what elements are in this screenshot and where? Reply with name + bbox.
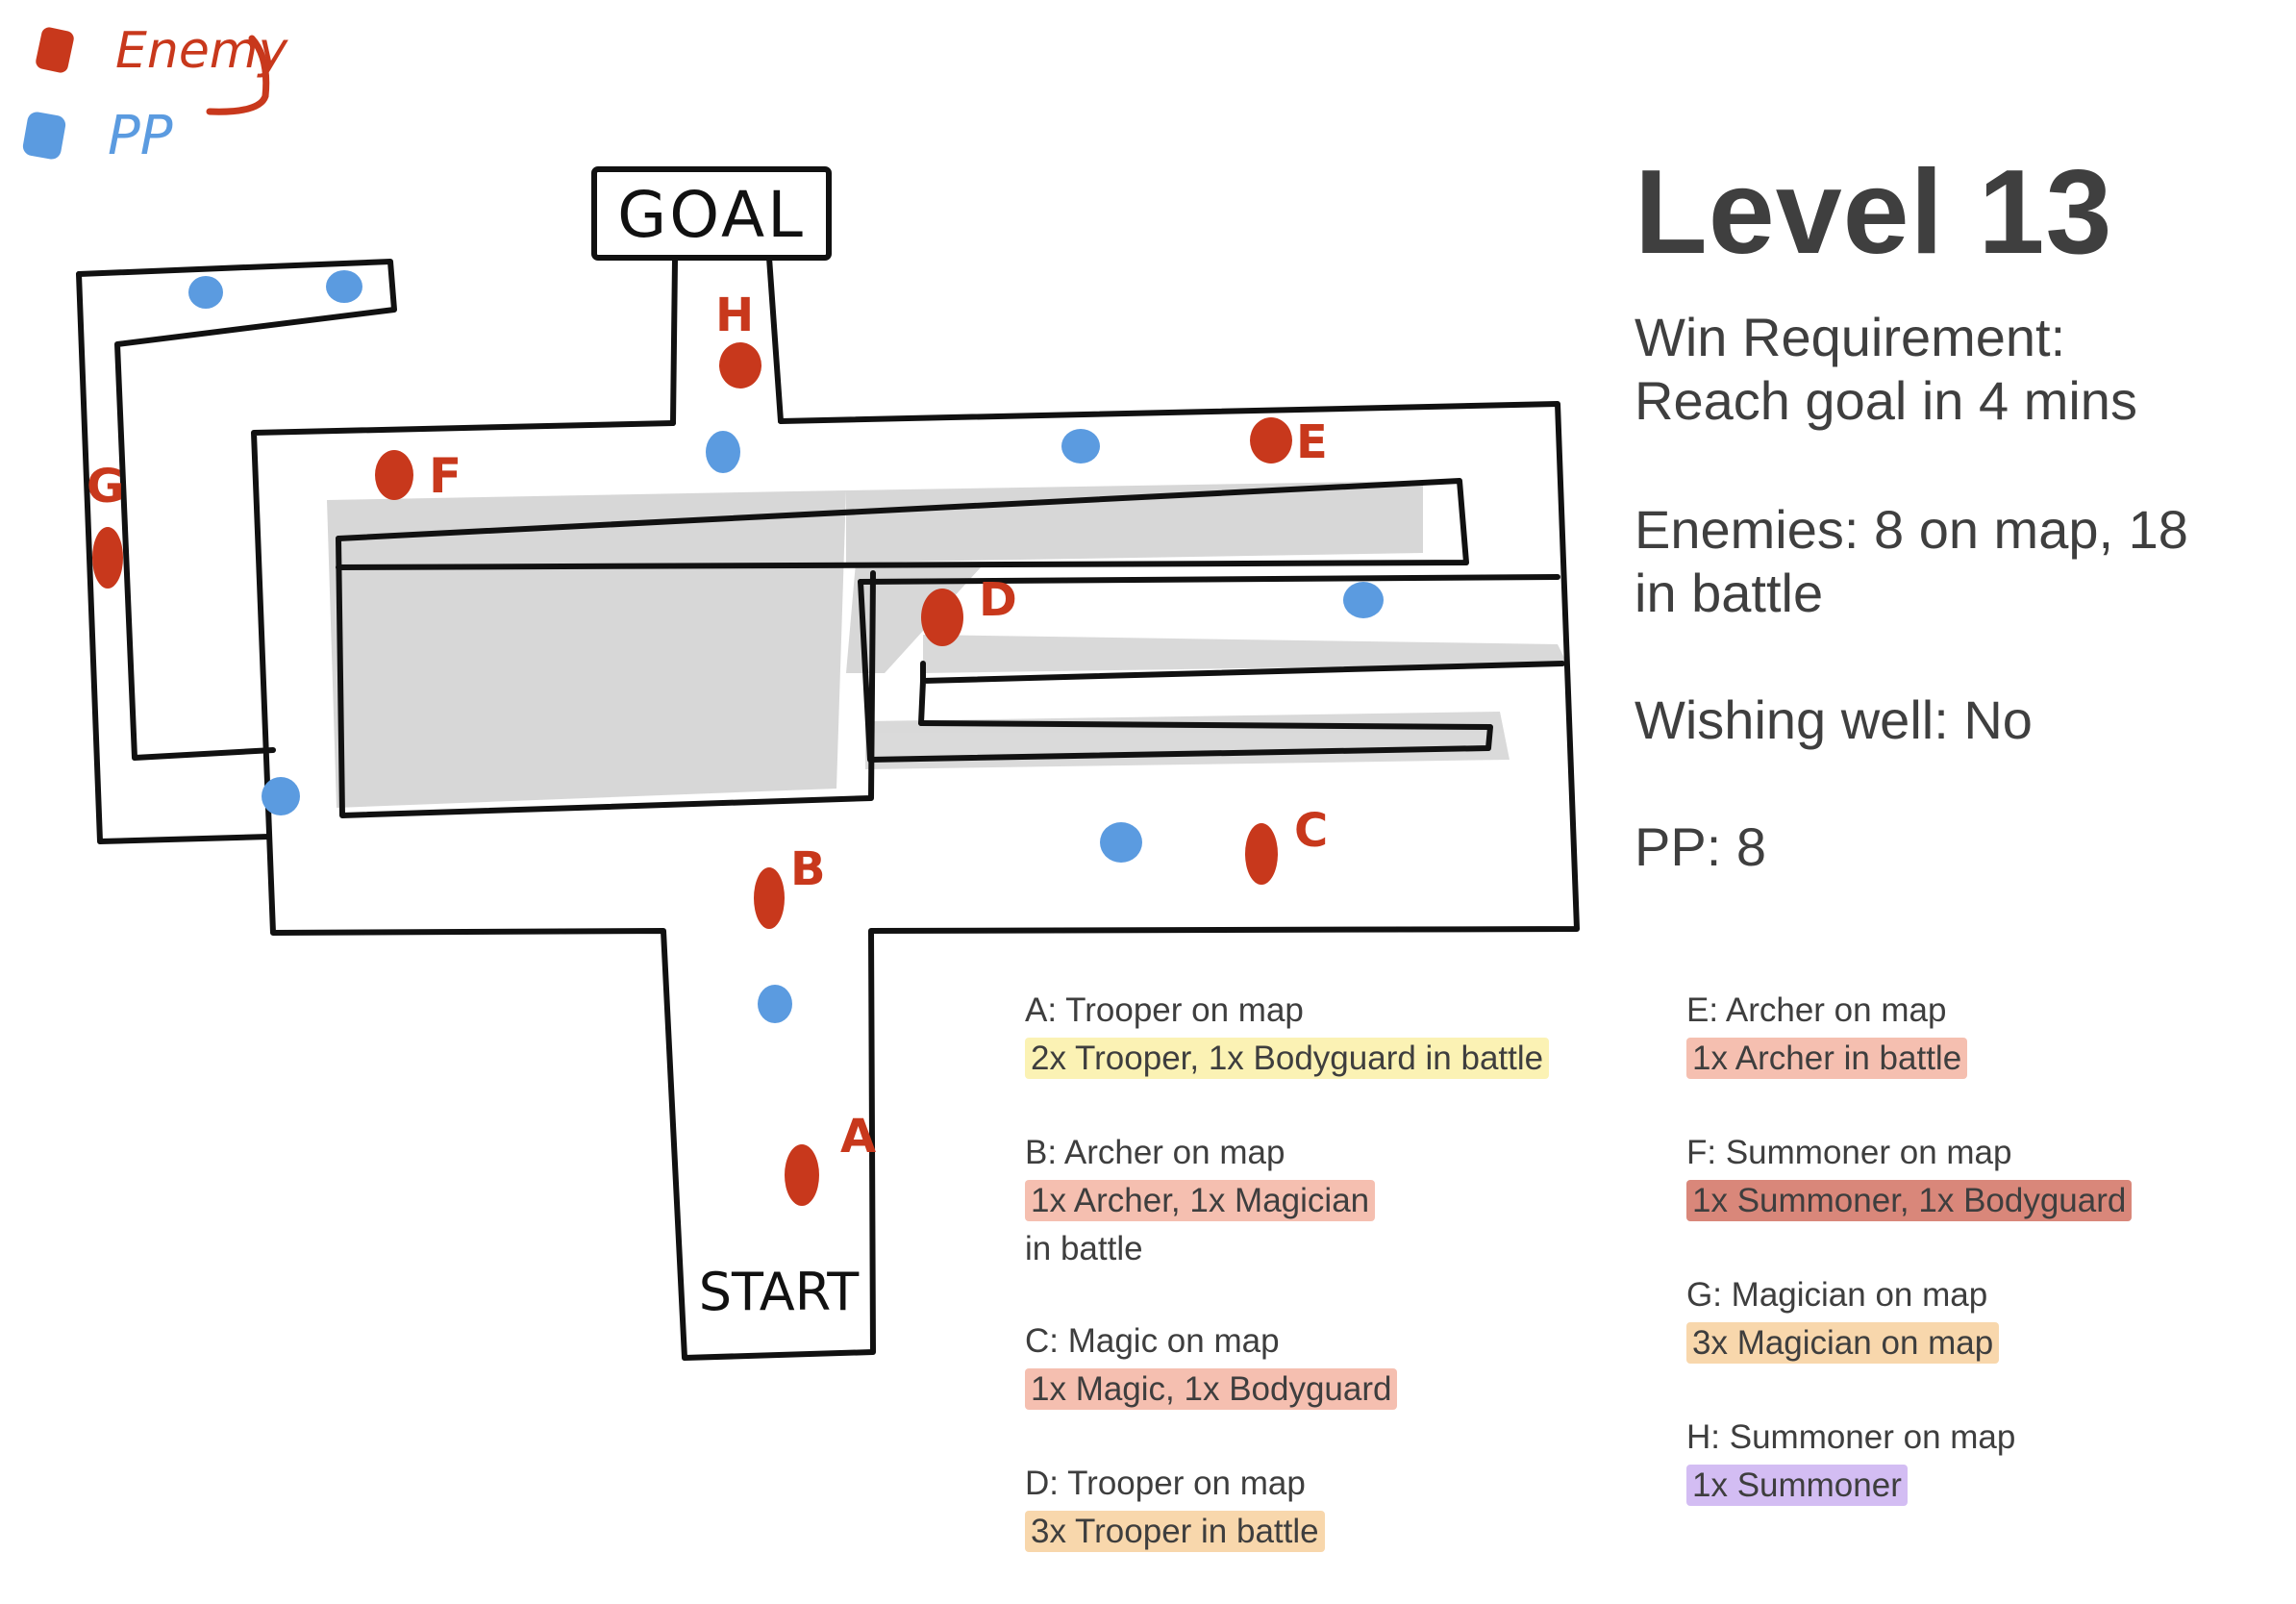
enemy-f: F <box>375 448 462 504</box>
enemy-b-letter: B <box>790 842 826 896</box>
pp-dot <box>188 276 223 309</box>
enemy-a-letter: A <box>840 1110 876 1164</box>
enemy-note-title: B: Archer on map <box>1025 1134 1285 1171</box>
enemy-note-title: G: Magician on map <box>1686 1276 1988 1314</box>
pp-dot <box>1061 429 1100 464</box>
enemy-f-letter: F <box>429 448 462 504</box>
enemy-note-f: F: Summoner on map 1x Summoner, 1x Bodyg… <box>1686 1129 2133 1225</box>
enemies-count-cont: in battle <box>1635 563 1824 623</box>
enemy-note-title: H: Summoner on map <box>1686 1418 2016 1456</box>
enemy-note-detail: 1x Magic, 1x Bodyguard <box>1025 1368 1398 1410</box>
enemy-note-title: D: Trooper on map <box>1025 1465 1306 1502</box>
win-requirement-value: Reach goal in 4 mins <box>1635 370 2137 431</box>
wishing-well: Wishing well: No <box>1635 689 2033 750</box>
enemy-note-title: E: Archer on map <box>1686 991 1947 1029</box>
enemy-h: H <box>715 288 761 388</box>
level-title: Level 13 <box>1635 146 2113 279</box>
legend-bracket <box>206 35 270 115</box>
pp-legend-label: PP <box>108 105 173 167</box>
enemy-note-e: E: Archer on map 1x Archer in battle <box>1686 987 1968 1083</box>
pp-dot <box>262 777 300 815</box>
map-walls <box>76 166 1580 1361</box>
enemy-note-g: G: Magician on map 3x Magician on map <box>1686 1271 2000 1367</box>
enemy-note-detail: 1x Summoner <box>1686 1465 1908 1506</box>
pp-markers <box>188 270 1384 1023</box>
enemy-note-detail: 1x Archer in battle <box>1686 1038 1968 1079</box>
enemy-g: G <box>87 460 124 589</box>
enemy-e: E <box>1250 415 1328 469</box>
pp-dot <box>1343 582 1384 618</box>
enemy-a: A <box>785 1110 876 1206</box>
enemy-note-a: A: Trooper on map 2x Trooper, 1x Bodygua… <box>1025 987 1550 1083</box>
enemy-c: C <box>1245 804 1328 885</box>
enemy-note-title: C: Magic on map <box>1025 1322 1280 1360</box>
pp-dot <box>706 431 740 473</box>
pp-dot <box>326 270 362 303</box>
goal-box <box>591 166 832 261</box>
map-legend: Enemy PP <box>22 22 288 167</box>
enemy-note-h: H: Summoner on map 1x Summoner <box>1686 1414 2015 1510</box>
enemy-d: D <box>921 573 1017 646</box>
enemy-h-letter: H <box>715 288 754 342</box>
pp-dot <box>758 985 792 1023</box>
enemy-note-detail: 1x Archer, 1x Magician <box>1025 1180 1376 1221</box>
pp-legend-swatch <box>22 112 66 160</box>
enemy-c-letter: C <box>1294 804 1328 858</box>
enemies-count: Enemies: 8 on map, 18 <box>1635 499 2188 560</box>
enemy-note-title: F: Summoner on map <box>1686 1134 2012 1171</box>
start-label: START <box>699 1262 861 1322</box>
pp-dot <box>1100 822 1142 863</box>
enemy-note-c: C: Magic on map 1x Magic, 1x Bodyguard <box>1025 1317 1398 1414</box>
enemy-note-d: D: Trooper on map 3x Trooper in battle <box>1025 1460 1325 1556</box>
enemy-legend-swatch <box>36 27 74 73</box>
win-requirement-label: Win Requirement: <box>1635 307 2066 367</box>
goal-label: GOAL <box>617 178 806 252</box>
enemy-note-title: A: Trooper on map <box>1025 991 1304 1029</box>
enemy-e-letter: E <box>1296 415 1328 469</box>
pp-count: PP: 8 <box>1635 816 1766 877</box>
enemy-note-extra: in battle <box>1025 1230 1143 1267</box>
enemy-note-detail: 3x Trooper in battle <box>1025 1511 1325 1552</box>
enemy-d-letter: D <box>979 573 1017 627</box>
enemy-note-detail: 1x Summoner, 1x Bodyguard <box>1686 1180 2133 1221</box>
enemy-g-letter: G <box>87 460 124 514</box>
enemy-note-b: B: Archer on map 1x Archer, 1x Magician … <box>1025 1129 1376 1273</box>
enemy-markers: A B C D E F G H <box>87 288 1328 1206</box>
enemy-b: B <box>754 842 826 929</box>
enemy-note-detail: 2x Trooper, 1x Bodyguard in battle <box>1025 1038 1550 1079</box>
enemy-note-detail: 3x Magician on map <box>1686 1322 2000 1364</box>
